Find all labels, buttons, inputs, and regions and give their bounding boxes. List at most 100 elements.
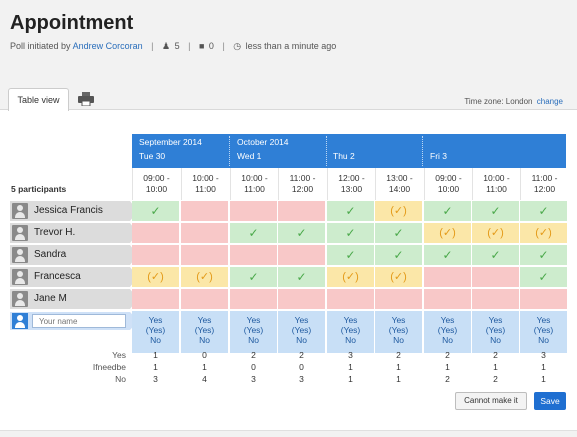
totals-label: No <box>115 374 126 384</box>
total-count: 3 <box>348 350 353 360</box>
participant-row[interactable]: Francesca <box>10 267 138 287</box>
footer-strip <box>0 430 577 437</box>
total-count: 1 <box>396 362 401 372</box>
total-count: 1 <box>348 374 353 384</box>
participant-name: Trevor H. <box>34 227 76 238</box>
participants-icon: ♟ <box>161 41 171 51</box>
time-slot: 10:00 - 11:00 <box>472 168 520 200</box>
participant-row[interactable]: Jane M <box>10 289 138 309</box>
time-slot: 10:00 - 11:00 <box>230 168 278 200</box>
vote-cell <box>230 245 277 265</box>
new-vote-option[interactable]: Yes (Yes) No <box>278 311 325 353</box>
vote-cell <box>424 289 471 309</box>
participants-count-label: 5 participants <box>11 184 67 194</box>
vote-cell: (✓) <box>375 267 422 287</box>
day-divider <box>229 136 230 166</box>
participant-name: Jane M <box>34 293 67 304</box>
participants-count: 5 <box>174 41 180 51</box>
vote-cell <box>230 289 277 309</box>
date-header: September 2014 October 2014 Tue 30 Wed 1… <box>132 134 566 168</box>
vote-cell <box>181 245 228 265</box>
vote-cell <box>472 289 519 309</box>
clock-icon: ◷ <box>233 41 242 51</box>
vote-cell: ✓ <box>375 245 422 265</box>
vote-cell: ✓ <box>132 201 179 221</box>
total-count: 1 <box>445 362 450 372</box>
total-count: 2 <box>493 350 498 360</box>
total-count: 0 <box>299 362 304 372</box>
total-count: 1 <box>541 374 546 384</box>
new-vote-option[interactable]: Yes (Yes) No <box>520 311 567 353</box>
new-vote-option[interactable]: Yes (Yes) No <box>375 311 422 353</box>
vote-cell <box>181 201 228 221</box>
total-count: 2 <box>251 350 256 360</box>
participant-name: Sandra <box>34 249 67 260</box>
new-vote-option[interactable]: Yes (Yes) No <box>424 311 471 353</box>
vote-cell: ✓ <box>327 223 374 243</box>
vote-cell <box>278 201 325 221</box>
vote-cell <box>132 223 179 243</box>
participant-row[interactable]: Trevor H. <box>10 223 138 243</box>
total-count: 1 <box>153 362 158 372</box>
total-count: 1 <box>493 362 498 372</box>
time-slot: 13:00 - 14:00 <box>375 168 423 200</box>
save-button[interactable]: Save <box>534 392 566 410</box>
participant-row[interactable]: Sandra <box>10 245 138 265</box>
new-participant-avatar <box>12 313 28 329</box>
vote-cell: ✓ <box>278 223 325 243</box>
total-count: 3 <box>153 374 158 384</box>
day-label: Wed 1 <box>237 151 262 161</box>
total-count: 2 <box>493 374 498 384</box>
time-slot: 09:00 - 10:00 <box>424 168 472 200</box>
month-label: October 2014 <box>237 137 289 147</box>
timezone-change-link[interactable]: change <box>536 97 563 106</box>
vote-cell: ✓ <box>424 201 471 221</box>
day-label: Fri 3 <box>430 151 447 161</box>
cannot-make-it-button[interactable]: Cannot make it <box>455 392 527 410</box>
total-count: 1 <box>541 362 546 372</box>
total-count: 3 <box>251 374 256 384</box>
time-slot: 11:00 - 12:00 <box>520 168 568 200</box>
vote-cell: (✓) <box>472 223 519 243</box>
vote-cell: ✓ <box>424 245 471 265</box>
time-slots: 09:00 - 10:00 10:00 - 11:00 10:00 - 11:00 1… <box>132 168 566 200</box>
avatar-icon <box>12 269 28 285</box>
author-link[interactable]: Andrew Corcoran <box>72 41 143 51</box>
timezone-label: Time zone: London <box>464 97 533 106</box>
vote-cell: ✓ <box>472 245 519 265</box>
vote-cell: ✓ <box>278 267 325 287</box>
vote-cell <box>278 245 325 265</box>
day-divider <box>326 136 327 166</box>
timezone: Time zone: London change <box>464 97 563 106</box>
vote-cell: (✓) <box>181 267 228 287</box>
your-name-input[interactable] <box>32 314 126 328</box>
participant-row[interactable]: Jessica Francis <box>10 201 138 221</box>
comments-count: 0 <box>208 41 214 51</box>
vote-cell <box>327 289 374 309</box>
totals-label: Ifneedbe <box>92 362 126 372</box>
comments-icon: ■ <box>198 41 205 51</box>
total-count: 1 <box>202 362 207 372</box>
new-vote-option[interactable]: Yes (Yes) No <box>472 311 519 353</box>
vote-cell: (✓) <box>424 223 471 243</box>
printer-icon[interactable] <box>78 92 94 106</box>
new-vote-option[interactable]: Yes (Yes) No <box>181 311 228 353</box>
new-vote-option[interactable]: Yes (Yes) No <box>230 311 277 353</box>
vote-cell: ✓ <box>327 201 374 221</box>
tab-table-view[interactable]: Table view <box>8 88 69 111</box>
poll-title: Appointment <box>10 12 134 34</box>
vote-cell <box>181 289 228 309</box>
updated-time: less than a minute ago <box>245 41 337 51</box>
total-count: 1 <box>153 350 158 360</box>
day-divider <box>422 136 423 166</box>
new-vote-option[interactable]: Yes (Yes) No <box>327 311 374 353</box>
total-count: 0 <box>251 362 256 372</box>
new-vote-option[interactable]: Yes (Yes) No <box>132 311 179 353</box>
vote-cell <box>132 289 179 309</box>
total-count: 2 <box>445 350 450 360</box>
total-count: 0 <box>202 350 207 360</box>
total-count: 3 <box>541 350 546 360</box>
vote-cell: ✓ <box>327 245 374 265</box>
vote-cell <box>278 289 325 309</box>
month-label: September 2014 <box>139 137 202 147</box>
